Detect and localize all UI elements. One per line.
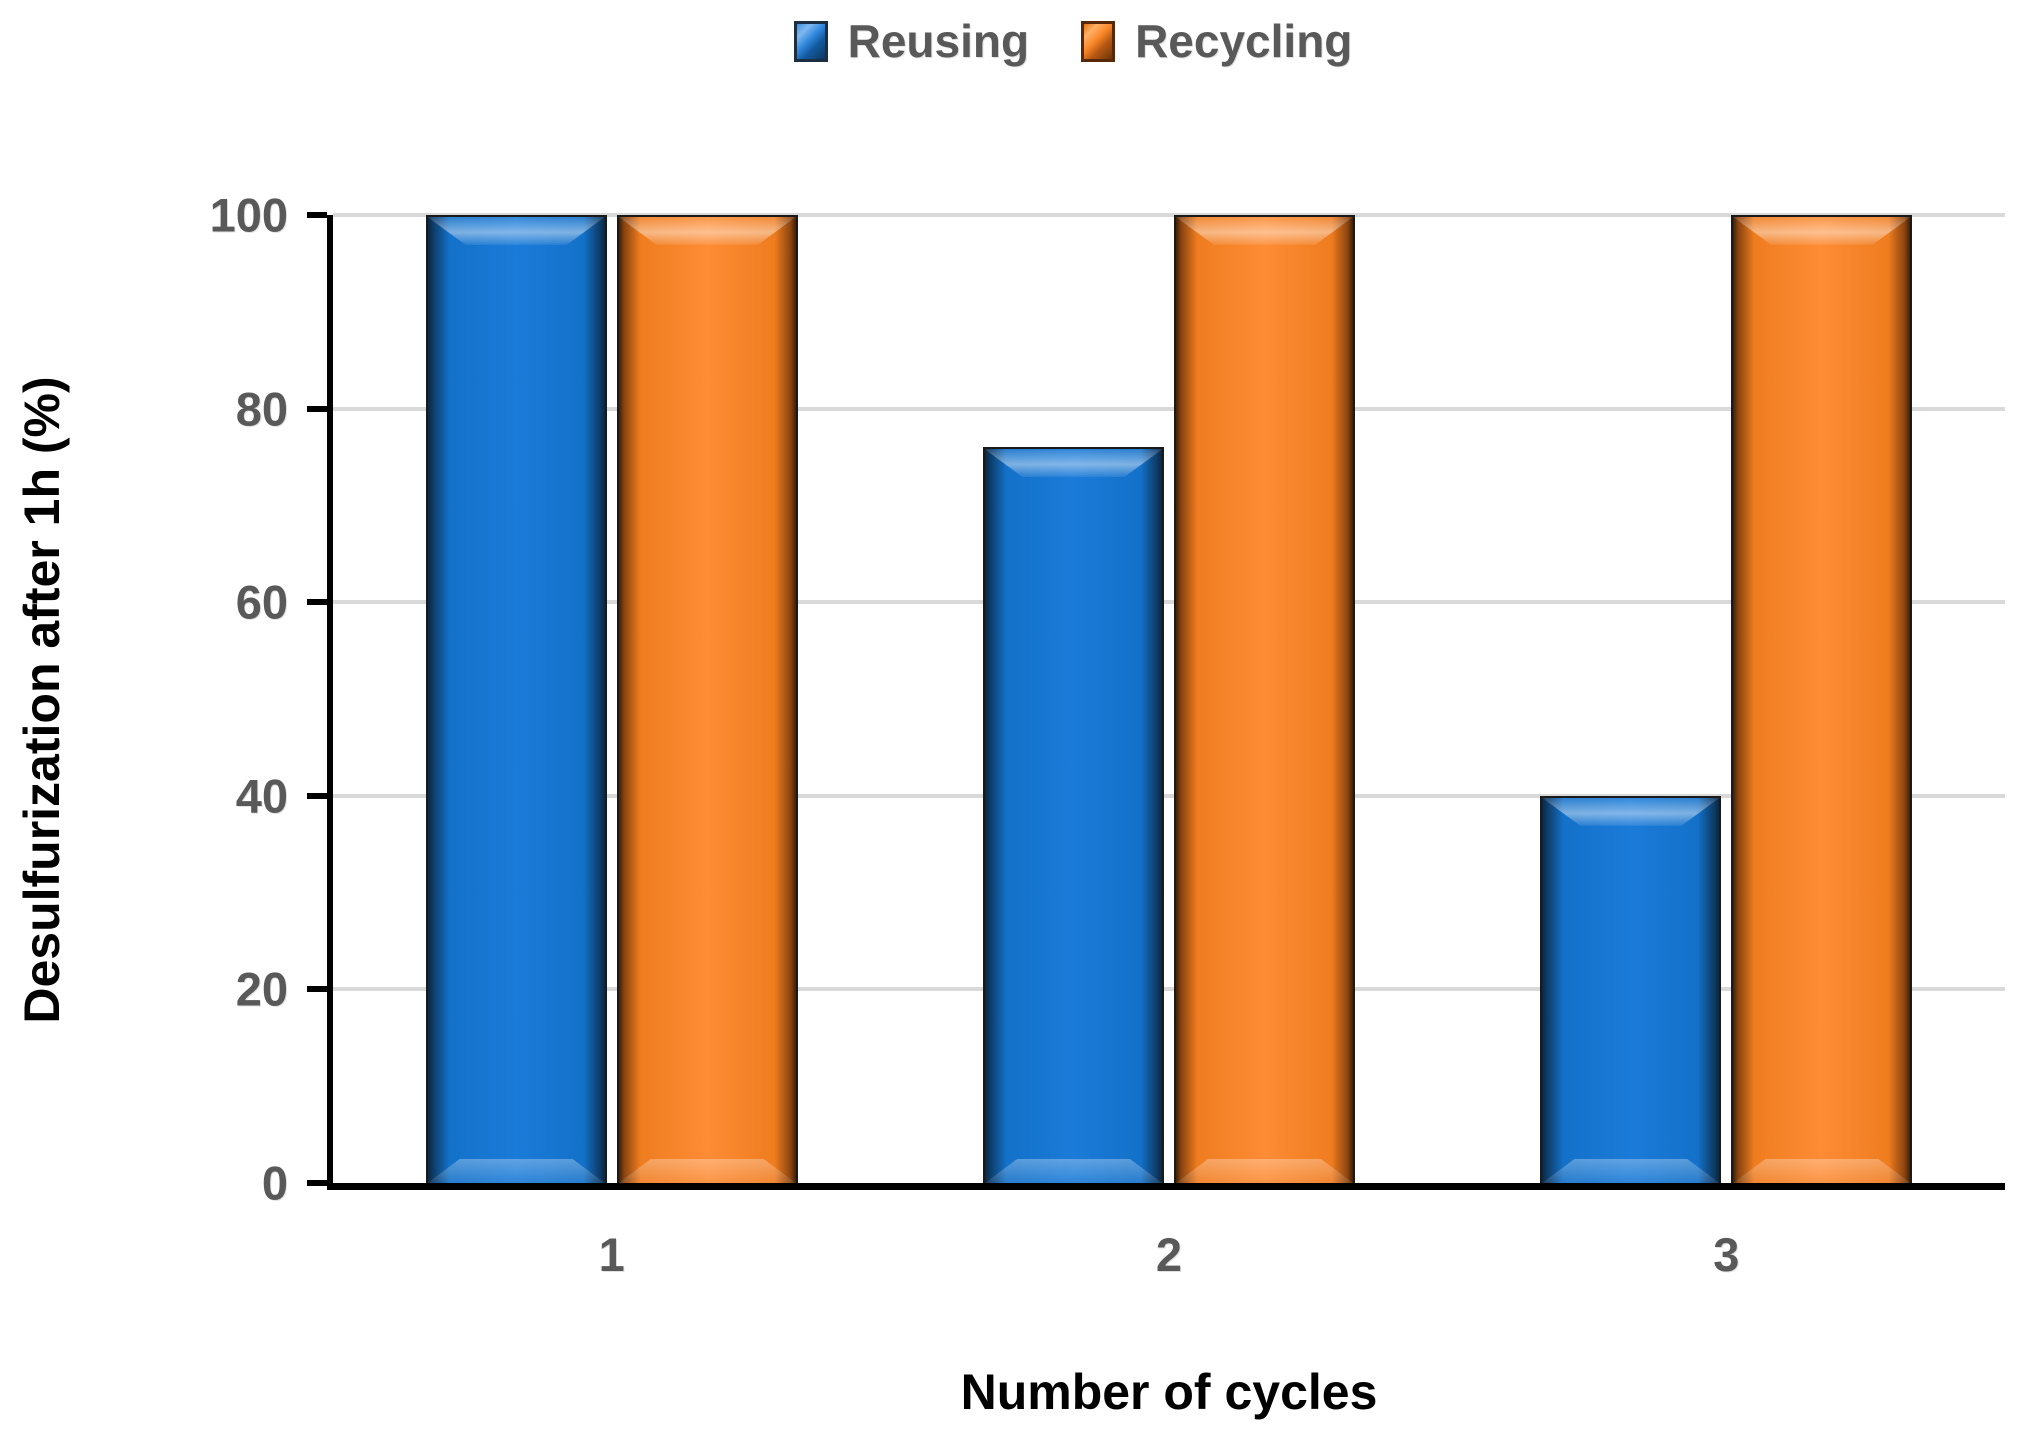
legend-item-reusing: Reusing bbox=[793, 15, 1030, 67]
y-tick-mark-20 bbox=[307, 986, 327, 993]
bar-reusing-cycle-3 bbox=[1540, 795, 1722, 1183]
y-tick-label-100: 100 bbox=[209, 188, 288, 242]
bar-recycling-cycle-1 bbox=[616, 215, 798, 1183]
gridline-80 bbox=[333, 406, 2005, 411]
legend-label-recycling: Recycling bbox=[1135, 15, 1353, 67]
legend-label-reusing: Reusing bbox=[847, 15, 1030, 67]
recycling-swatch-icon bbox=[1081, 20, 1116, 62]
y-tick-mark-40 bbox=[307, 792, 327, 799]
x-tick-label-2: 2 bbox=[1155, 1228, 1183, 1281]
y-tick-label-20: 20 bbox=[235, 962, 288, 1016]
gridline-60 bbox=[333, 600, 2005, 605]
reusing-swatch-icon bbox=[793, 20, 828, 62]
y-tick-label-0: 0 bbox=[261, 1156, 288, 1210]
legend-item-recycling: Recycling bbox=[1081, 18, 1352, 64]
bar-recycling-cycle-3 bbox=[1731, 215, 1913, 1183]
y-tick-label-40: 40 bbox=[235, 769, 288, 823]
legend: Reusing Recycling bbox=[58, 18, 2030, 64]
y-tick-label-60: 60 bbox=[235, 575, 288, 629]
bar-reusing-cycle-2 bbox=[983, 447, 1164, 1183]
gridline-20 bbox=[333, 987, 2005, 992]
bar-recycling-cycle-2 bbox=[1174, 215, 1355, 1183]
x-tick-label-1: 1 bbox=[598, 1228, 625, 1281]
bar-reusing-cycle-1 bbox=[425, 215, 607, 1183]
y-tick-mark-100 bbox=[307, 212, 327, 218]
y-tick-mark-0 bbox=[307, 1180, 327, 1186]
x-tick-label-3: 3 bbox=[1713, 1228, 1740, 1281]
x-axis-title: Number of cycles bbox=[960, 1364, 1378, 1420]
y-tick-mark-60 bbox=[307, 599, 327, 606]
y-tick-label-80: 80 bbox=[235, 382, 288, 436]
y-tick-mark-80 bbox=[307, 405, 327, 412]
plot-area: 0 20 40 60 80 100 1 2 3 bbox=[210, 192, 2005, 1278]
gridline-40 bbox=[333, 793, 2005, 798]
y-axis-title: Desulfurization after 1h (%) bbox=[14, 376, 70, 1024]
gridline-100 bbox=[333, 213, 2005, 217]
